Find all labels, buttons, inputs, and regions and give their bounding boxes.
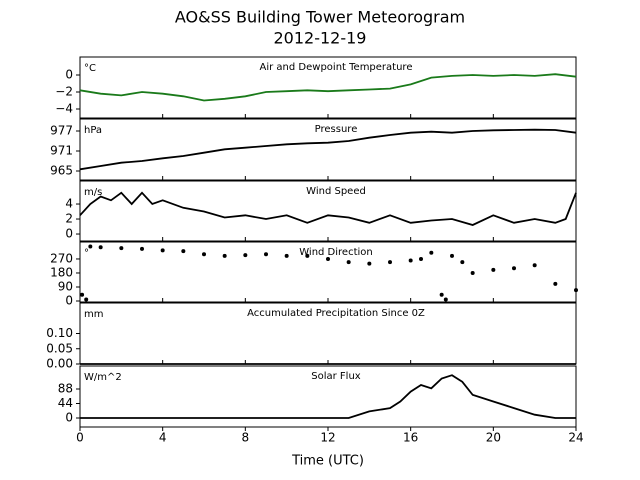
y-tick-label: 971 [50, 144, 73, 158]
panel-unit: mm [84, 309, 103, 320]
y-tick-label: 88 [58, 382, 73, 396]
data-point [553, 281, 558, 286]
x-tick-label: 4 [159, 431, 167, 445]
panel-title: Wind Direction [299, 247, 373, 258]
data-point [439, 292, 444, 297]
y-tick-label: 965 [50, 164, 73, 178]
data-point [460, 260, 465, 265]
data-point [443, 297, 448, 302]
data-line [79, 73, 577, 102]
data-point [532, 263, 537, 268]
data-point [419, 256, 423, 261]
panel-title: Air and Dewpoint Temperature [260, 62, 413, 73]
y-tick-label: 44 [58, 396, 73, 410]
data-point [222, 253, 227, 258]
data-point [346, 260, 351, 265]
data-point [284, 253, 289, 258]
panel-title: Wind Speed [306, 186, 366, 197]
data-point [98, 245, 103, 250]
x-tick-label: 12 [320, 431, 335, 445]
data-line [80, 374, 576, 419]
data-line [79, 128, 577, 171]
data-point [491, 267, 496, 272]
panel-unit: hPa [84, 125, 102, 136]
panel-title: Accumulated Precipitation Since 0Z [247, 308, 425, 319]
data-point [181, 249, 186, 254]
data-point [160, 248, 165, 253]
data-point [243, 253, 248, 258]
x-tick-label: 0 [76, 431, 84, 445]
y-tick-label: 0 [65, 68, 73, 82]
x-tick-label: 24 [568, 431, 583, 445]
x-tick-label: 8 [242, 431, 250, 445]
data-point [119, 246, 124, 251]
data-point [429, 250, 434, 255]
data-point [367, 261, 372, 266]
y-tick-label: −2 [55, 85, 73, 99]
panel-unit: ° [84, 248, 89, 259]
data-point [202, 252, 206, 257]
data-point [408, 258, 413, 263]
y-tick-label: 0.00 [46, 357, 73, 371]
data-point [512, 266, 516, 271]
y-tick-label: 2 [65, 212, 73, 226]
y-tick-label: 0 [65, 294, 73, 308]
data-point [88, 244, 93, 249]
x-tick-label: 20 [486, 431, 501, 445]
data-point [470, 270, 475, 275]
data-point [450, 253, 454, 258]
y-tick-label: 0.10 [46, 326, 73, 340]
data-point [264, 252, 268, 257]
chart-subtitle: 2012-12-19 [274, 29, 367, 48]
chart-title: AO&SS Building Tower Meteorogram [175, 8, 465, 27]
panel-unit: W/m^2 [84, 372, 122, 383]
data-point [305, 253, 310, 258]
panel-unit: m/s [84, 187, 102, 198]
panel-title: Solar Flux [311, 371, 361, 382]
y-tick-label: 4 [65, 197, 73, 211]
y-tick-label: 0 [65, 411, 73, 425]
data-point [326, 256, 330, 261]
data-point [84, 297, 89, 302]
y-tick-label: 0.05 [46, 341, 73, 355]
data-point [388, 260, 392, 265]
y-tick-label: 977 [50, 124, 73, 138]
data-point [140, 246, 144, 251]
y-tick-label: 0 [65, 227, 73, 241]
y-tick-label: 270 [50, 251, 73, 265]
x-axis-label: Time (UTC) [291, 454, 364, 469]
y-tick-label: −4 [55, 101, 73, 115]
data-point [574, 288, 578, 293]
data-line [79, 191, 577, 226]
x-tick-label: 16 [403, 431, 418, 445]
y-tick-label: 180 [50, 265, 73, 279]
panel-unit: °C [84, 63, 96, 74]
y-tick-label: 90 [58, 279, 73, 293]
panel-title: Pressure [315, 124, 358, 135]
data-point [80, 292, 85, 297]
